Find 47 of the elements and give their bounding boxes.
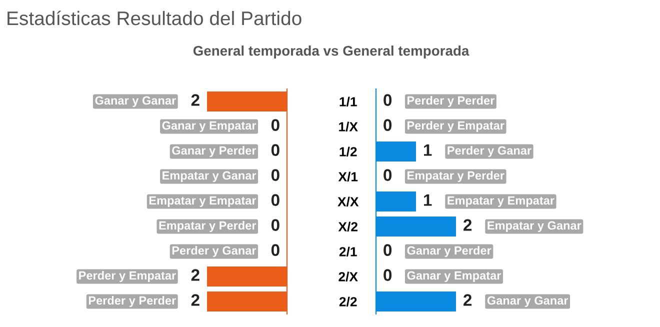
text: Empatar y Ganar: [488, 221, 582, 232]
data-label: 2: [191, 294, 200, 306]
data-label: 0: [384, 244, 392, 256]
data-label: 0: [271, 219, 280, 231]
data-label: 0: [384, 169, 392, 181]
text: General temporada vs General temporada: [193, 46, 470, 58]
data-label: 0: [384, 119, 392, 131]
data-label: 0: [384, 94, 392, 106]
y-tick-label: X/X: [338, 196, 359, 207]
text: Perder y Perder: [88, 296, 176, 307]
text: Perder y Empatar: [79, 270, 176, 282]
y-tick-label: 1/1: [340, 96, 357, 107]
annotation: Empatar y Perder: [159, 220, 256, 232]
annotation: Empatar y Empatar: [448, 196, 554, 207]
data-label: 2: [464, 219, 472, 231]
data-label: 0: [271, 244, 280, 256]
y-tick-label: 2/1: [339, 246, 357, 257]
annotation: Ganar y Empatar: [407, 271, 502, 282]
annotation: Ganar y Perder: [172, 146, 256, 157]
chart-title: Estadísticas Resultado del Partido: [8, 10, 302, 26]
y-tick-label: 2/2: [339, 296, 357, 307]
data-label: 0: [384, 269, 392, 281]
data-label: 0: [271, 119, 280, 131]
annotation: Perder y Empatar: [408, 121, 504, 132]
y-tick-label: X/1: [338, 172, 358, 182]
annotation: Perder y Ganar: [448, 146, 532, 157]
y-tick-label: 1/2: [340, 146, 357, 157]
annotation: Empatar y Perder: [408, 170, 504, 182]
text: Ganar y Ganar: [95, 96, 176, 107]
y-tick-label: X/2: [338, 222, 358, 232]
data-label: 2: [191, 269, 200, 281]
annotation: Perder y Perder: [408, 96, 494, 107]
y-tick-label: 2/X: [338, 272, 358, 282]
data-label: 1: [424, 144, 432, 156]
text: Ganar y Ganar: [487, 296, 568, 307]
data-label: 0: [271, 144, 280, 156]
annotation: Perder y Ganar: [172, 246, 256, 258]
data-label: 2: [464, 294, 472, 306]
data-label: 0: [271, 194, 280, 206]
y-tick-label: 1/X: [339, 122, 358, 132]
annotation: Ganar y Empatar: [162, 121, 256, 132]
annotation: Empatar y Ganar: [162, 171, 256, 182]
annotation: Empatar y Empatar: [149, 196, 256, 207]
data-label: 0: [271, 169, 280, 181]
annotation: Ganar y Perder: [407, 246, 492, 258]
data-label: 1: [424, 194, 432, 206]
data-label: 2: [191, 94, 200, 106]
